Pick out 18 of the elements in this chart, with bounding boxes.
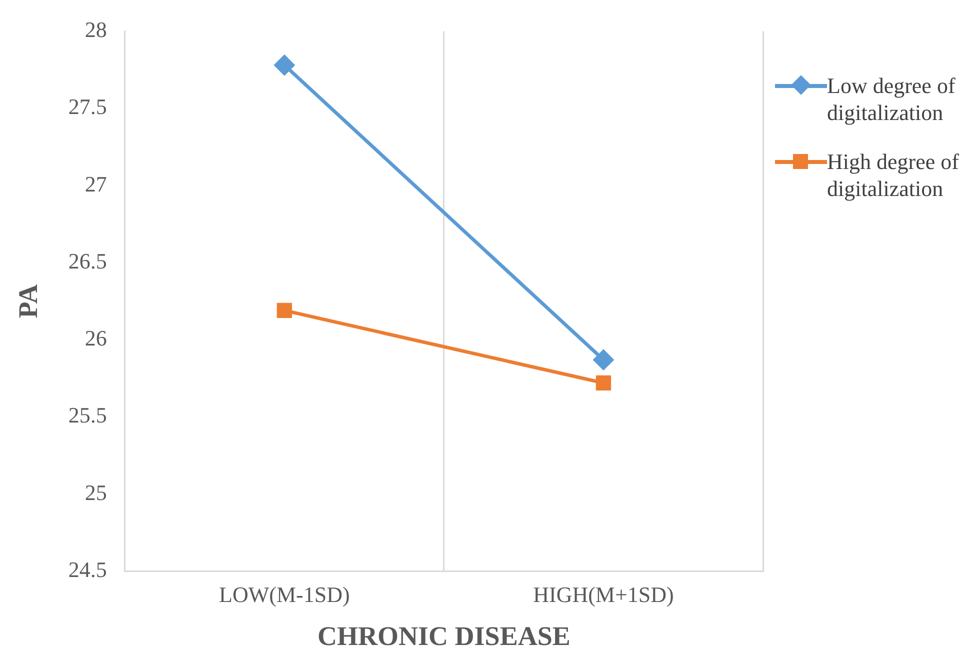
point [276, 302, 292, 318]
y-tick-label: 26 [84, 326, 107, 351]
x-tick-label: HIGH(M+1SD) [533, 582, 674, 608]
x-axis-title: CHRONIC DISEASE [318, 620, 570, 651]
y-tick-label: 25 [84, 480, 107, 505]
y-tick-label: 27.5 [68, 94, 107, 120]
x-tick-label: LOW(M-1SD) [219, 582, 350, 608]
y-tick-label: 25.5 [68, 402, 107, 428]
y-tick-label: 27 [84, 171, 107, 196]
legend-label: High degree of digitalization [827, 148, 960, 202]
legend-label: Low degree of digitalization [827, 72, 956, 126]
y-tick-label: 24.5 [68, 556, 107, 582]
point [592, 349, 614, 370]
point [596, 375, 612, 391]
point [274, 54, 295, 76]
y-axis-title: PA [13, 284, 44, 318]
y-tick-label: 28 [84, 16, 107, 42]
y-tick-label: 26.5 [68, 248, 107, 274]
